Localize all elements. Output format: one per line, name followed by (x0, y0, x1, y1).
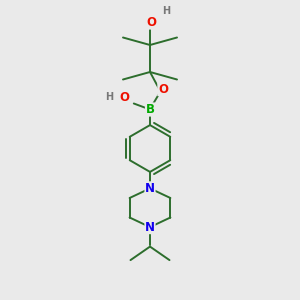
Text: O: O (146, 16, 157, 29)
Text: B: B (146, 103, 154, 116)
Text: H: H (162, 5, 171, 16)
Text: O: O (120, 91, 130, 104)
Text: H: H (105, 92, 113, 103)
Text: O: O (158, 82, 168, 96)
Text: N: N (145, 182, 155, 195)
Text: N: N (145, 220, 155, 234)
